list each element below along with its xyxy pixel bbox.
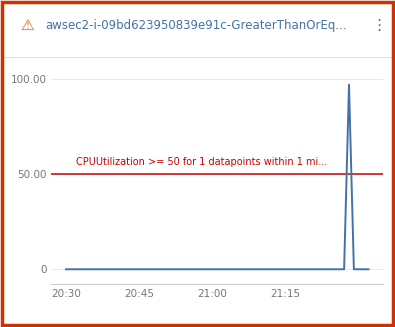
Text: awsec2-i-09bd623950839e91c-GreaterThanOrEq...: awsec2-i-09bd623950839e91c-GreaterThanOr…	[45, 19, 347, 32]
Text: ⋮: ⋮	[372, 18, 387, 33]
Text: ⚠: ⚠	[20, 18, 33, 33]
Text: CPUUtilization >= 50 for 1 datapoints within 1 mi...: CPUUtilization >= 50 for 1 datapoints wi…	[76, 158, 327, 167]
